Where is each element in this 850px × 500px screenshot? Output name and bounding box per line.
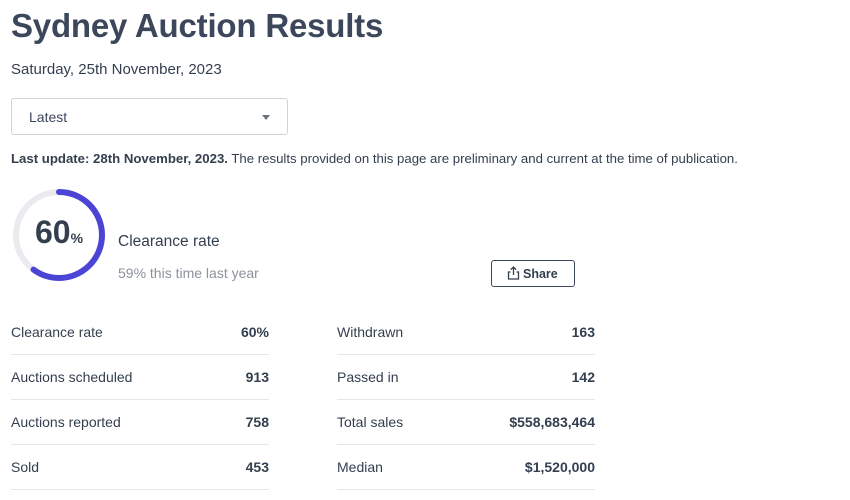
stat-label: Withdrawn: [337, 324, 404, 340]
share-icon: [507, 266, 520, 280]
auction-date: Saturday, 25th November, 2023: [11, 61, 222, 78]
stat-value: 60%: [240, 324, 269, 340]
stats-left-column: Clearance rate 60% Auctions scheduled 91…: [11, 310, 269, 490]
last-update-note: The results provided on this page are pr…: [231, 151, 738, 166]
clearance-rate-ring: [13, 189, 105, 281]
clearance-rate-number: 60: [34, 214, 71, 250]
stat-label: Median: [337, 459, 383, 475]
last-update-notice: Last update: 28th November, 2023. The re…: [11, 151, 738, 166]
stat-label: Total sales: [337, 414, 404, 430]
stat-row: Clearance rate 60%: [11, 310, 269, 355]
stat-label: Clearance rate: [11, 324, 103, 340]
stat-label: Sold: [11, 459, 40, 475]
stat-label: Passed in: [337, 369, 399, 385]
results-period-select[interactable]: Latest: [11, 98, 288, 135]
stat-row: Median $1,520,000: [337, 445, 595, 490]
stat-row: Withdrawn 163: [337, 310, 595, 355]
clearance-rate-label: Clearance rate: [118, 233, 220, 250]
chevron-down-icon: [262, 115, 270, 120]
clearance-rate-value: 60%: [11, 214, 107, 251]
stat-value: 913: [245, 369, 269, 385]
stat-value: 453: [245, 459, 269, 475]
stat-row: Auctions scheduled 913: [11, 355, 269, 400]
stat-value: $1,520,000: [524, 459, 595, 475]
select-value: Latest: [29, 109, 68, 125]
page-title: Sydney Auction Results: [11, 7, 384, 44]
stats-right-column: Withdrawn 163 Passed in 142 Total sales …: [337, 310, 595, 490]
stat-row: Passed in 142: [337, 355, 595, 400]
stat-label: Auctions reported: [11, 414, 121, 430]
last-update-label: Last update: 28th November, 2023.: [11, 151, 228, 166]
ring-progress-arc: [13, 189, 105, 281]
share-button[interactable]: Share: [491, 260, 575, 287]
clearance-rate-comparison: 59% this time last year: [118, 265, 259, 281]
stat-row: Sold 453: [11, 445, 269, 490]
stat-value: 758: [245, 414, 269, 430]
stat-value: 163: [571, 324, 595, 340]
stat-value: $558,683,464: [509, 414, 595, 430]
stat-row: Auctions reported 758: [11, 400, 269, 445]
stat-row: Total sales $558,683,464: [337, 400, 595, 445]
stat-label: Auctions scheduled: [11, 369, 133, 385]
stat-value: 142: [571, 369, 595, 385]
share-label: Share: [523, 267, 558, 281]
clearance-rate-unit: %: [70, 230, 84, 246]
